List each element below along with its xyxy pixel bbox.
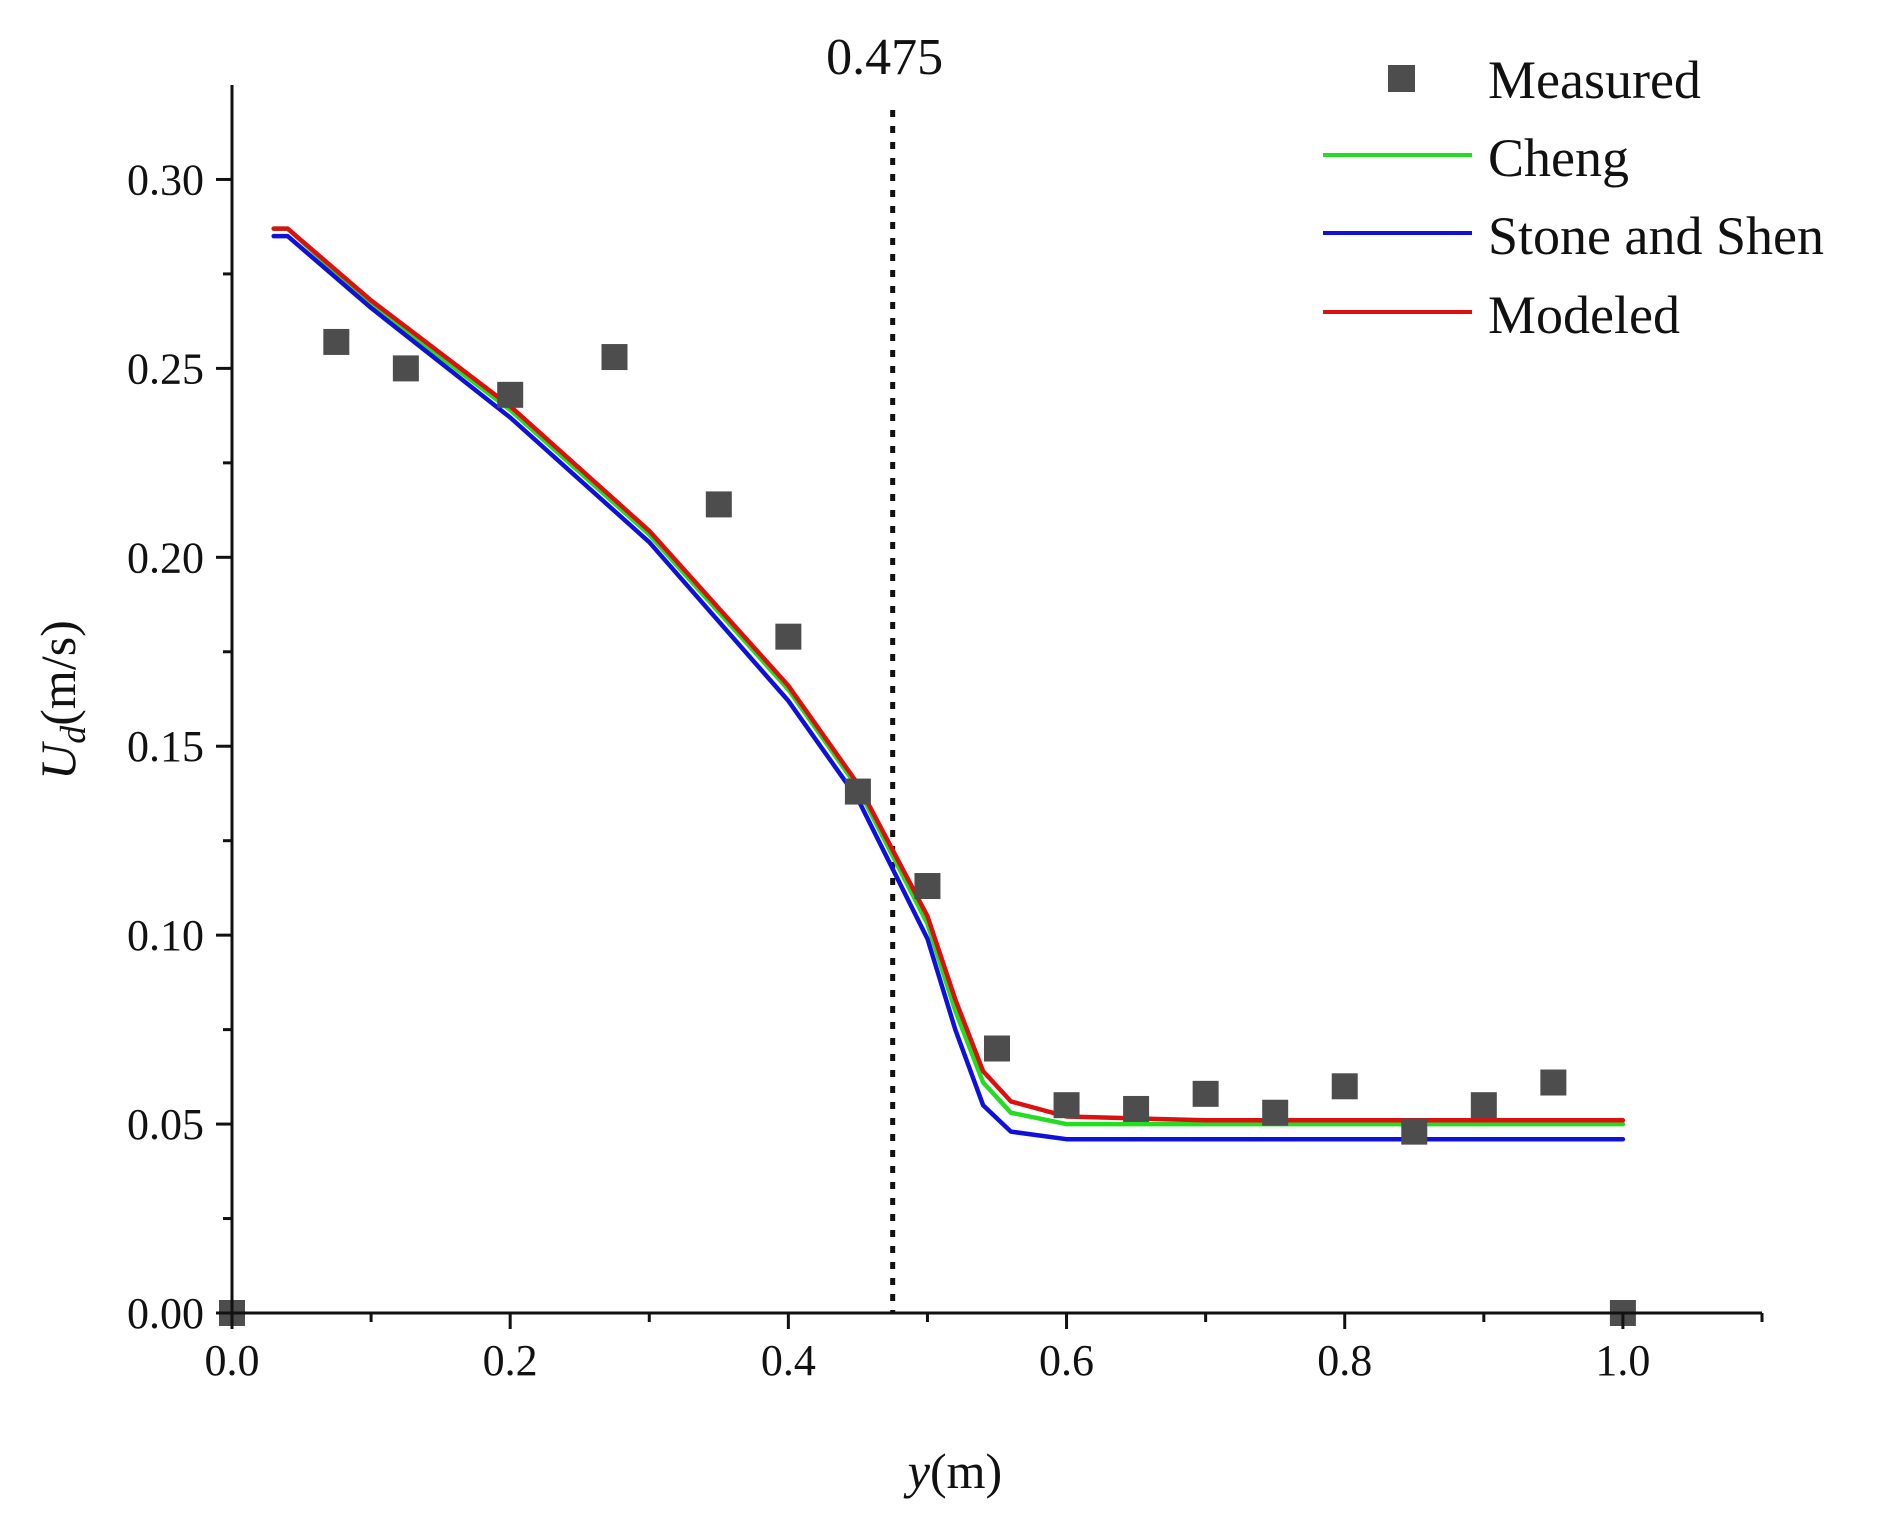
measured-point [1470,1092,1497,1119]
measured-point [1123,1095,1150,1122]
measured-point [323,328,350,355]
y-axis-title-unit: (m/s) [30,620,86,726]
measured-point [1262,1099,1289,1126]
vline-annotation: 0.475 [826,29,943,86]
y-tick-label: 0.30 [127,155,204,204]
measured-point [984,1035,1010,1062]
measured-point [601,344,628,371]
measured-point [1331,1073,1358,1100]
x-tick-label: 0.6 [1039,1336,1094,1385]
y-tick-label: 0.15 [127,722,204,771]
x-tick-label: 0.8 [1317,1336,1372,1385]
legend-label-cheng: Cheng [1488,128,1629,188]
measured-point [1401,1118,1428,1145]
legend-label-stone-and-shen: Stone and Shen [1488,206,1824,266]
x-tick-label: 1.0 [1595,1336,1650,1385]
legend-marker-measured [1388,65,1415,92]
y-axis-title-var: U [30,741,86,780]
x-axis-title-var: y [903,1443,931,1499]
series-line-stone-and-shen [271,233,1626,1142]
axes: 0.0 0.2 0.4 0.6 0.8 1.0 0.00 0.05 0.10 0.15 0.20 0.… [127,85,1764,1385]
measured-point [1540,1069,1567,1096]
measured-point [705,491,732,518]
legend-label-modeled: Modeled [1488,285,1680,345]
measured-point [1192,1080,1219,1107]
y-axis-title: Ud(m/s) [30,620,93,780]
measured-point [775,623,802,650]
measured-point [497,381,524,408]
y-tick-label: 0.00 [127,1289,204,1338]
x-axis-title: y(m) [903,1443,1002,1499]
legend: Measured Cheng Stone and Shen Modeled [1323,50,1824,345]
x-tick-label: 0.0 [205,1336,260,1385]
series-line-cheng [271,226,1626,1127]
measured-point [914,873,941,900]
vline-label: 0.475 [826,29,943,86]
measured-point [844,778,871,805]
x-tick-label: 0.2 [483,1336,538,1385]
y-axis-title-subscript: d [53,725,93,744]
measured-point [1053,1092,1080,1119]
plot-area [219,110,1636,1326]
y-tick-label: 0.05 [127,1100,204,1149]
measured-point [392,355,419,382]
legend-label-measured: Measured [1488,50,1701,110]
y-tick-label: 0.10 [127,911,204,960]
y-tick-label: 0.20 [127,533,204,582]
x-axis-title-unit: (m) [930,1443,1002,1499]
y-tick-label: 0.25 [127,344,204,393]
x-tick-label: 0.4 [761,1336,816,1385]
